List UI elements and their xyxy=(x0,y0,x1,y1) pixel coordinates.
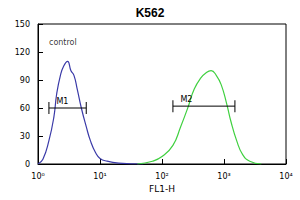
svg-text:10²: 10² xyxy=(155,172,168,181)
svg-text:60: 60 xyxy=(20,104,30,113)
svg-text:10⁴: 10⁴ xyxy=(279,172,292,181)
svg-text:90: 90 xyxy=(20,76,30,85)
svg-text:10⁰: 10⁰ xyxy=(31,172,44,181)
svg-text:30: 30 xyxy=(20,132,30,141)
svg-text:10³: 10³ xyxy=(217,172,230,181)
svg-text:0: 0 xyxy=(25,160,30,169)
svg-text:120: 120 xyxy=(15,48,30,57)
svg-text:M2: M2 xyxy=(180,95,192,104)
svg-text:control: control xyxy=(49,38,77,47)
svg-text:M1: M1 xyxy=(56,97,68,106)
svg-text:150: 150 xyxy=(15,20,30,29)
svg-text:K562: K562 xyxy=(136,6,165,20)
svg-text:10¹: 10¹ xyxy=(93,172,106,181)
svg-text:FL1-H: FL1-H xyxy=(149,184,175,194)
